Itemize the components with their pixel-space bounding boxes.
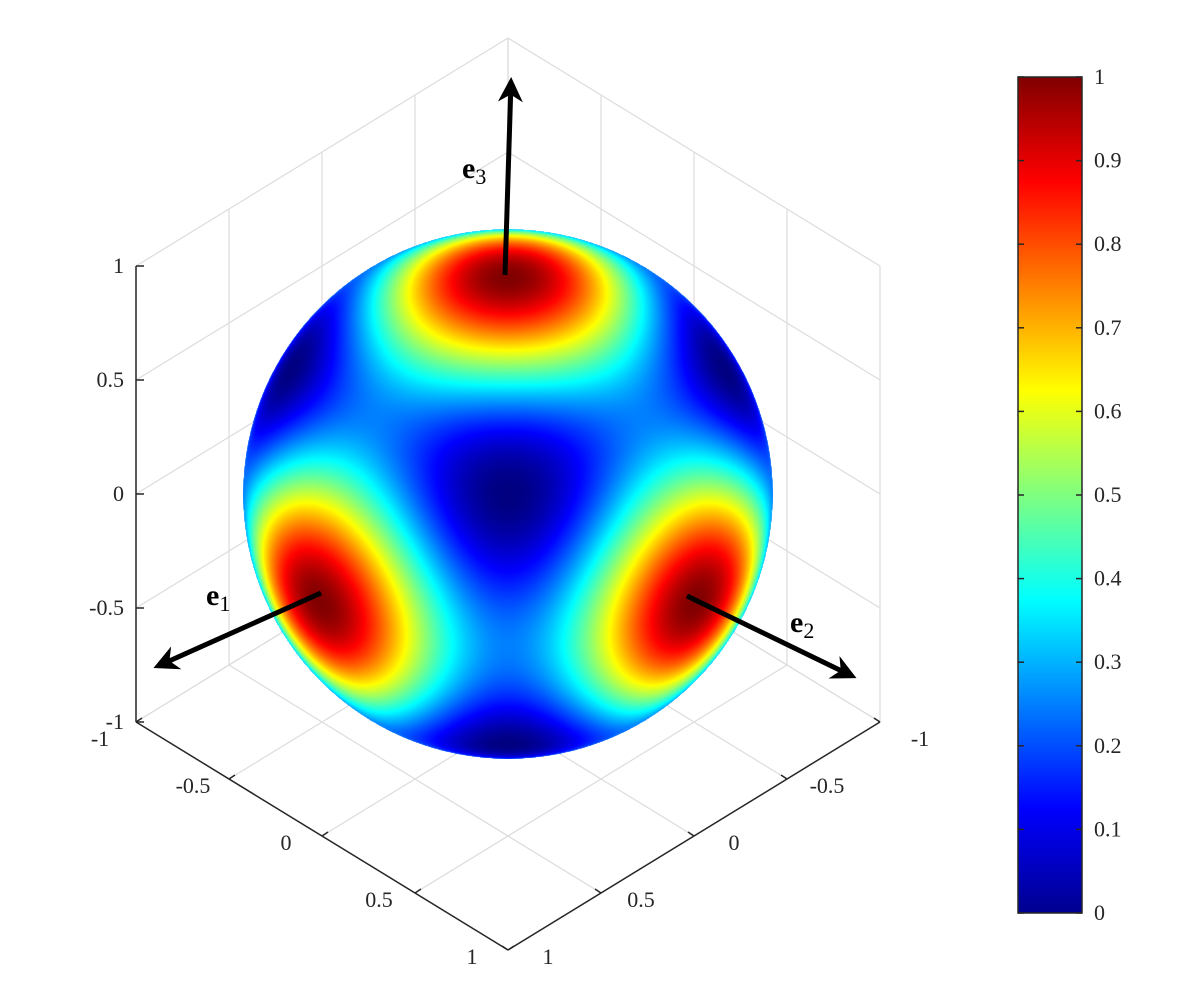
y-tick	[135, 717, 143, 723]
colorbar-tick-label: 0	[1094, 900, 1105, 925]
x-tick	[873, 717, 881, 723]
x-tick	[687, 831, 695, 837]
x-tick-label: 0.5	[627, 887, 655, 912]
z-tick-label: 0	[113, 481, 124, 506]
colorbar-tick-label: 0.1	[1094, 816, 1122, 841]
z-tick-label: 1	[113, 253, 124, 278]
z-tick-label: -0.5	[89, 595, 124, 620]
grid-line	[414, 664, 788, 894]
y-tick-label: -1	[91, 726, 109, 751]
x-tick	[501, 945, 509, 951]
axes	[135, 265, 881, 951]
colorbar-tick-label: 0.7	[1094, 315, 1122, 340]
x-tick	[594, 888, 602, 894]
x-tick-label: -1	[911, 726, 929, 751]
colorbar-tick-label: 0.4	[1094, 566, 1122, 591]
colorbar-tick-label: 0.8	[1094, 231, 1122, 256]
axis-tick-labels: -1 -0.5 0 0.5 1 -1 -0.5 0 0.5 1 -1 -0.5 0 0.5 1	[89, 253, 929, 969]
y-tick-label: 1	[467, 944, 478, 969]
colorbar-tick-label: 0.6	[1094, 398, 1122, 423]
grid-line	[507, 37, 881, 267]
colorbar-tick-label: 1	[1094, 64, 1105, 89]
sphere-surface	[243, 229, 773, 759]
colorbar-ticks: 0 0.1 0.2 0.3 0.4 0.5 0.6 0.7 0.8 0.9 1	[1018, 64, 1122, 925]
vector-e1-label: e1	[206, 579, 230, 616]
grid-line	[228, 664, 602, 894]
x-tick-label: -0.5	[810, 773, 845, 798]
vector-e2-label: e2	[790, 606, 814, 643]
grid-line	[135, 37, 509, 267]
y-tick-label: 0	[281, 830, 292, 855]
colorbar-tick-label: 0.5	[1094, 482, 1122, 507]
z-tick-label: 0.5	[97, 367, 125, 392]
vector-e3-label: e3	[462, 152, 486, 189]
grid-line	[507, 151, 881, 381]
y-tick	[228, 774, 236, 780]
y-tick-label: -0.5	[176, 773, 211, 798]
vector-e3-arrow	[497, 77, 523, 276]
z-tick-label: -1	[106, 709, 124, 734]
x-tick-label: 1	[543, 944, 554, 969]
y-tick	[507, 945, 515, 951]
vector-e2-arrow	[685, 593, 857, 679]
vector-e1-arrow	[153, 590, 323, 670]
grid-line	[135, 151, 509, 381]
x-tick-label: 0	[729, 830, 740, 855]
colorbar-tick-label: 0.3	[1094, 649, 1122, 674]
y-tick	[321, 831, 329, 837]
colorbar-gradient	[1017, 76, 1083, 914]
x-tick	[780, 774, 788, 780]
colorbar-tick-label: 0.2	[1094, 733, 1122, 758]
colorbar: 0 0.1 0.2 0.3 0.4 0.5 0.6 0.7 0.8 0.9 1	[1017, 64, 1122, 925]
y-tick	[414, 888, 422, 894]
y-tick-label: 0.5	[365, 887, 393, 912]
colorbar-tick-label: 0.9	[1094, 148, 1122, 173]
basis-vectors: e1 e2 e3	[153, 77, 857, 679]
sphere-heatmap-image	[243, 229, 773, 759]
